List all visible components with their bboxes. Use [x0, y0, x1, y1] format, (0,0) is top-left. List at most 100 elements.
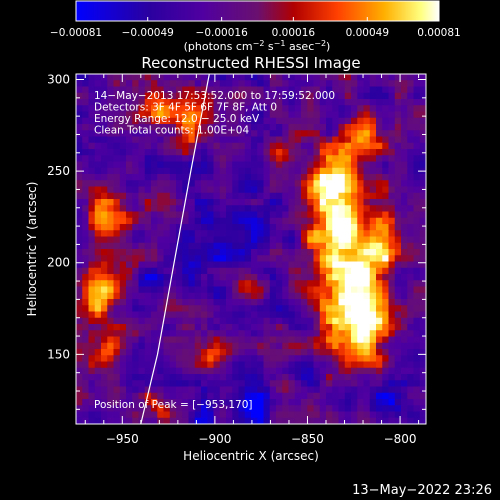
heatmap-cell	[419, 199, 426, 206]
heatmap-cell	[369, 136, 377, 144]
heatmap-cell	[313, 74, 321, 81]
heatmap-cell	[351, 286, 358, 294]
heatmap-cell	[313, 361, 321, 369]
heatmap-cell	[363, 230, 371, 238]
heatmap-cell	[151, 286, 158, 294]
heatmap-cell	[126, 180, 133, 188]
heatmap-cell	[88, 267, 96, 275]
heatmap-cell	[301, 224, 308, 231]
heatmap-cell	[126, 361, 133, 369]
heatmap-cell	[357, 205, 365, 213]
heatmap-cell	[176, 242, 183, 250]
heatmap-cell	[207, 374, 215, 381]
heatmap-cell	[344, 386, 352, 394]
heatmap-cell	[369, 330, 377, 338]
heatmap-cell	[207, 155, 215, 163]
heatmap-cell	[132, 311, 140, 319]
heatmap-cell	[382, 199, 390, 206]
heatmap-cell	[344, 117, 352, 125]
heatmap-cell	[351, 86, 358, 94]
heatmap-cell	[401, 105, 408, 113]
heatmap-cell	[157, 417, 165, 424]
heatmap-cell	[369, 149, 377, 156]
heatmap-cell	[338, 236, 346, 244]
heatmap-cell	[388, 136, 396, 144]
heatmap-cell	[307, 174, 315, 181]
heatmap-cell	[257, 361, 265, 369]
heatmap-cell	[338, 167, 346, 175]
heatmap-cell	[76, 355, 83, 363]
heatmap-cell	[144, 192, 152, 200]
heatmap-cell	[419, 392, 426, 400]
heatmap-cell	[419, 142, 426, 150]
heatmap-cell	[401, 317, 408, 325]
heatmap-cell	[151, 80, 158, 88]
heatmap-cell	[351, 305, 358, 313]
heatmap-cell	[394, 192, 402, 200]
heatmap-cell	[313, 242, 321, 250]
heatmap-cell	[182, 374, 190, 381]
heatmap-cell	[132, 80, 140, 88]
x-tick-label: −800	[384, 432, 417, 446]
heatmap-cell	[419, 355, 426, 363]
heatmap-cell	[257, 130, 265, 138]
heatmap-cell	[319, 124, 327, 131]
heatmap-cell	[257, 411, 265, 419]
heatmap-cell	[313, 149, 321, 156]
heatmap-cell	[338, 124, 346, 131]
heatmap-cell	[94, 230, 102, 238]
heatmap-cell	[369, 380, 377, 388]
heatmap-cell	[226, 292, 233, 300]
heatmap-cell	[413, 80, 421, 88]
heatmap-cell	[138, 211, 146, 219]
heatmap-cell	[201, 374, 208, 381]
heatmap-cell	[294, 367, 302, 375]
heatmap-cell	[169, 405, 177, 413]
heatmap-cell	[357, 124, 365, 131]
heatmap-cell	[282, 86, 290, 94]
heatmap-cell	[413, 374, 421, 381]
heatmap-cell	[157, 111, 165, 119]
heatmap-cell	[138, 86, 146, 94]
heatmap-cell	[319, 386, 327, 394]
heatmap-cell	[419, 230, 426, 238]
heatmap-cell	[276, 167, 283, 175]
heatmap-cell	[276, 149, 283, 156]
heatmap-cell	[107, 92, 115, 100]
heatmap-cell	[76, 174, 83, 181]
heatmap-cell	[151, 99, 158, 106]
heatmap-cell	[357, 367, 365, 375]
heatmap-cell	[107, 267, 115, 275]
heatmap-cell	[226, 142, 233, 150]
heatmap-cell	[119, 274, 127, 281]
heatmap-cell	[207, 274, 215, 281]
heatmap-cell	[332, 274, 340, 281]
heatmap-cell	[394, 249, 402, 256]
heatmap-cell	[332, 330, 340, 338]
heatmap-cell	[82, 92, 90, 100]
heatmap-cell	[163, 286, 171, 294]
heatmap-cell	[88, 205, 96, 213]
heatmap-cell	[382, 124, 390, 131]
heatmap-cell	[144, 224, 152, 231]
heatmap-cell	[88, 367, 96, 375]
heatmap-cell	[188, 130, 196, 138]
heatmap-cell	[263, 324, 271, 331]
heatmap-cell	[144, 286, 152, 294]
heatmap-cell	[376, 380, 383, 388]
heatmap-cell	[238, 124, 246, 131]
heatmap-cell	[363, 124, 371, 131]
heatmap-cell	[94, 261, 102, 269]
heatmap-cell	[169, 186, 177, 194]
heatmap-cell	[232, 192, 240, 200]
heatmap-cell	[226, 380, 233, 388]
heatmap-cell	[169, 249, 177, 256]
heatmap-cell	[263, 205, 271, 213]
heatmap-cell	[394, 117, 402, 125]
heatmap-cell	[251, 105, 258, 113]
heatmap-cell	[251, 205, 258, 213]
heatmap-cell	[94, 136, 102, 144]
heatmap-cell	[244, 305, 252, 313]
heatmap-cell	[244, 236, 252, 244]
heatmap-cell	[119, 330, 127, 338]
